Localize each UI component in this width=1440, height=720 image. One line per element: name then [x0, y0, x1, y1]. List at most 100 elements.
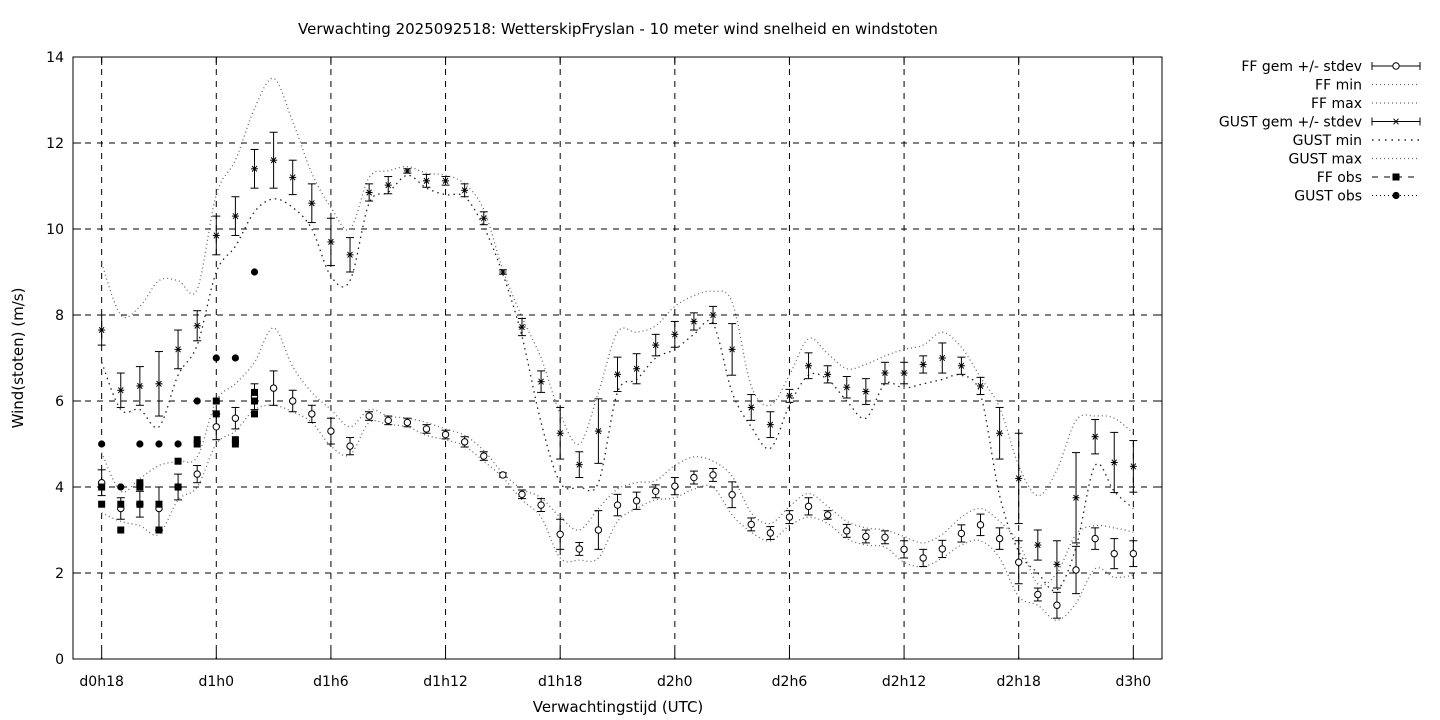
gust-mean-point — [747, 404, 755, 411]
x-axis-label: Verwachtingstijd (UTC) — [533, 698, 704, 716]
gust-obs-point — [155, 440, 163, 448]
ff-mean-point — [632, 497, 641, 505]
star-stroke — [1073, 494, 1079, 501]
ff-obs-point — [117, 526, 125, 534]
star-stroke — [557, 430, 564, 437]
y-axis-ticks: 0 2 4 6 8 10 12 14 — [46, 50, 1162, 668]
legend-swatch-marker — [1392, 173, 1400, 181]
ff-mean-point — [327, 427, 335, 435]
ff-obs-point — [174, 457, 182, 465]
gust-mean-point — [193, 322, 201, 329]
legend-entry: FF obs — [1317, 170, 1420, 186]
data-marks — [97, 131, 1138, 619]
ff-mean-point — [995, 534, 1004, 543]
gust-mean-point — [327, 238, 335, 246]
y-tick-label: 14 — [46, 50, 64, 66]
star-stroke — [385, 182, 392, 189]
x-tick-label: d2h0 — [657, 674, 693, 690]
legend-swatch-marker — [1392, 62, 1400, 70]
legend-swatch-marker — [1392, 191, 1400, 200]
gust-mean-point — [136, 382, 144, 390]
series-line-gust-max — [101, 77, 1134, 497]
legend-entry: GUST gem +/- stdev — [1219, 115, 1421, 131]
star-stroke — [996, 430, 1003, 437]
gust-mean-point — [1110, 459, 1118, 466]
ff-mean-point — [804, 502, 813, 511]
gust-mean-point — [728, 346, 736, 353]
ff-mean-point — [575, 545, 583, 553]
ff-obs-point — [251, 410, 258, 418]
gust-mean-point — [785, 392, 793, 399]
star-stroke — [213, 232, 220, 239]
ff-mean-point — [1129, 549, 1138, 558]
ff-obs-point — [193, 436, 201, 444]
ff-obs-point — [231, 440, 239, 448]
x-tick-label: d2h18 — [996, 674, 1040, 690]
gust-mean-point — [556, 430, 564, 437]
star-stroke — [652, 341, 659, 349]
gust-mean-point — [442, 177, 450, 184]
star-stroke — [958, 362, 965, 369]
gust-mean-point — [957, 362, 965, 369]
star-stroke — [1015, 475, 1022, 482]
gust-mean-point — [98, 326, 106, 334]
gust-mean-point — [251, 165, 258, 172]
ff-mean-point — [422, 425, 431, 433]
ff-mean-point — [594, 526, 603, 534]
ff-obs-point — [212, 410, 220, 418]
ff-mean-point — [1053, 601, 1061, 609]
gust-mean-point — [117, 387, 125, 394]
gust-mean-point — [174, 346, 182, 353]
gust-mean-point — [938, 354, 946, 362]
ff-mean-point — [480, 452, 488, 460]
ff-mean-point — [976, 521, 985, 529]
star-stroke — [920, 361, 927, 368]
star-stroke — [289, 174, 296, 181]
gust-obs-point — [136, 440, 144, 448]
x-tick-label: d2h6 — [772, 674, 808, 690]
ff-mean-point — [308, 410, 316, 418]
gust-mean-point — [231, 212, 239, 220]
gust-mean-point — [977, 382, 984, 390]
ff-obs-point — [136, 500, 144, 508]
star-stroke — [308, 200, 315, 207]
ff-mean-point — [1034, 590, 1042, 599]
gust-obs-point — [98, 440, 106, 448]
gust-mean-point — [1034, 541, 1042, 549]
star-stroke — [270, 157, 277, 164]
star-stroke — [614, 371, 621, 378]
ff-mean-point — [441, 430, 450, 439]
legend: FF gem +/- stdev FF min FF max GUST gem +/-… — [1219, 59, 1421, 205]
ff-mean-point — [843, 527, 851, 535]
ff-mean-point — [269, 384, 278, 392]
star-stroke — [863, 388, 869, 395]
legend-label: FF min — [1315, 78, 1362, 94]
x-tick-label: d0h18 — [79, 674, 123, 690]
gust-obs-point — [212, 354, 220, 362]
star-stroke — [1034, 541, 1041, 549]
ff-mean-point — [384, 416, 392, 425]
x-tick-label: d1h12 — [423, 674, 467, 690]
ff-mean-point — [690, 473, 698, 482]
gust-mean-point — [1129, 463, 1137, 470]
x-tick-label: d1h0 — [199, 674, 235, 690]
gust-mean-point — [671, 331, 679, 338]
gust-mean-point — [289, 174, 297, 181]
gust-mean-point — [212, 232, 220, 239]
ff-obs-point — [251, 397, 258, 405]
ff-mean-point — [518, 490, 526, 499]
star-stroke — [843, 384, 850, 391]
gust-mean-point — [919, 361, 927, 368]
star-stroke — [1054, 561, 1060, 568]
curves — [101, 77, 1134, 621]
plot-frame — [72, 56, 1163, 660]
ff-mean-point — [365, 412, 373, 420]
ff-mean-point — [938, 545, 946, 553]
star-stroke — [977, 382, 984, 390]
ff-obs-point — [251, 388, 258, 396]
ff-mean-point — [556, 530, 564, 538]
gust-mean-point — [614, 371, 621, 378]
y-tick-label: 2 — [55, 566, 64, 582]
ff-mean-point — [537, 501, 545, 509]
star-stroke — [1130, 463, 1137, 470]
